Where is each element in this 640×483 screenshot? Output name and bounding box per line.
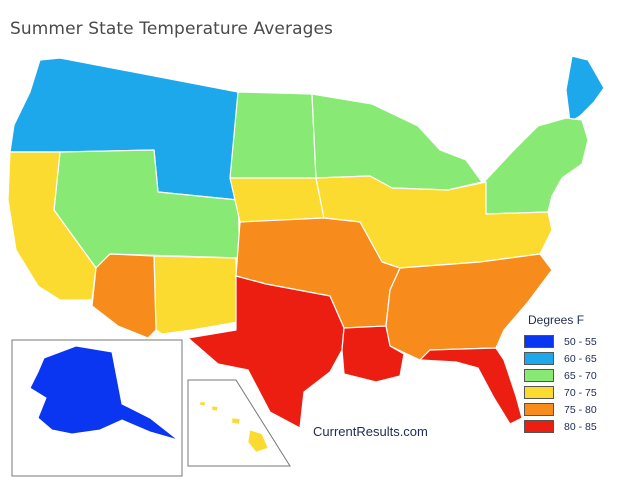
arizona: [91, 253, 157, 339]
legend-swatch: [524, 369, 554, 382]
alaska: [29, 345, 179, 441]
northeast-region: [483, 117, 589, 215]
legend-label: 70 - 75: [564, 386, 597, 399]
legend-label: 65 - 70: [564, 369, 597, 382]
legend-label: 60 - 65: [564, 352, 597, 365]
page-title: Summer State Temperature Averages: [10, 19, 333, 39]
legend-label: 75 - 80: [564, 403, 597, 416]
legend-item: 60 - 65: [524, 350, 634, 367]
texas: [187, 275, 345, 429]
great-lakes-region: [311, 93, 483, 191]
legend-item: 65 - 70: [524, 367, 634, 384]
legend-title: Degrees F: [528, 313, 585, 327]
legend-label: 50 - 55: [564, 335, 597, 348]
legend-item: 70 - 75: [524, 384, 634, 401]
new-mexico: [153, 255, 239, 335]
legend-item: 50 - 55: [524, 333, 634, 350]
nebraska-region: [229, 177, 325, 223]
legend-swatch: [524, 386, 554, 399]
hawaii: [199, 401, 269, 453]
legend-swatch: [524, 335, 554, 348]
legend-swatch: [524, 420, 554, 433]
legend-label: 80 - 85: [564, 420, 597, 433]
legend-swatch: [524, 352, 554, 365]
louisiana: [341, 325, 405, 383]
maine: [565, 55, 605, 123]
attribution-link[interactable]: CurrentResults.com: [313, 424, 428, 439]
northern-plains-region: [229, 91, 317, 179]
florida: [419, 347, 523, 425]
legend-swatch: [524, 403, 554, 416]
legend: Degrees F 50 - 55 60 - 65 65 - 70 70 - 7…: [524, 313, 634, 435]
legend-item: 80 - 85: [524, 418, 634, 435]
california: [7, 151, 97, 301]
legend-item: 75 - 80: [524, 401, 634, 418]
